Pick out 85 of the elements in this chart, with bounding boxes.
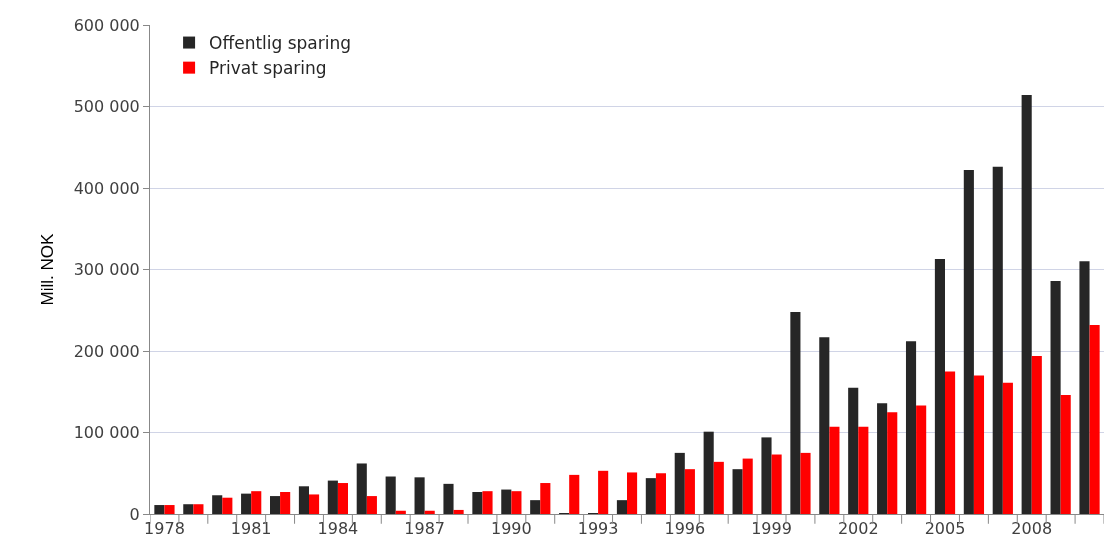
bar <box>1079 261 1090 514</box>
bar <box>1089 324 1100 514</box>
bar <box>366 496 377 514</box>
bar <box>309 494 320 514</box>
bar <box>616 500 627 514</box>
y-tick-label: 400 000 <box>73 178 140 198</box>
bar <box>674 452 685 514</box>
bar <box>905 341 917 514</box>
y-axis-title: Mill. NOK <box>38 232 58 306</box>
bar <box>280 492 291 514</box>
bar <box>356 463 367 514</box>
x-tick-label: 2005 <box>924 519 966 539</box>
bar <box>154 505 165 514</box>
bar <box>298 486 309 514</box>
x-tick-label: 1987 <box>404 519 445 539</box>
bar <box>742 458 753 514</box>
bar <box>395 510 406 514</box>
bar <box>916 405 927 514</box>
x-tick-label: 1984 <box>317 519 359 539</box>
bar <box>269 496 281 514</box>
bar <box>193 504 204 514</box>
y-tick-label: 0 <box>129 504 140 524</box>
bar <box>164 505 175 514</box>
bar <box>973 375 985 514</box>
bar <box>327 480 338 514</box>
bar <box>703 431 714 514</box>
legend-label: Privat sparing <box>209 58 327 79</box>
bar <box>337 483 349 514</box>
bar <box>848 387 859 514</box>
bar <box>934 258 945 514</box>
bar <box>1050 280 1061 514</box>
x-tick-label: 1981 <box>230 519 272 539</box>
bar <box>385 476 396 514</box>
x-tick-label: 1990 <box>491 519 532 539</box>
bar <box>1002 382 1013 514</box>
x-tick-label: 1999 <box>751 519 792 539</box>
bar <box>501 489 512 514</box>
bar <box>655 473 667 514</box>
bar <box>414 477 425 514</box>
x-tick-label: 2008 <box>1011 519 1053 539</box>
bar <box>241 493 252 514</box>
legend-label: Offentlig sparing <box>209 33 352 54</box>
bar <box>713 461 724 514</box>
bar <box>761 437 772 514</box>
x-tick-label: 1993 <box>577 519 619 539</box>
bar <box>963 170 974 514</box>
bar <box>732 469 743 514</box>
y-tick-label: 600 000 <box>73 15 140 35</box>
bar <box>645 478 656 514</box>
bar <box>472 492 483 514</box>
bar <box>829 426 840 514</box>
bar <box>858 426 869 514</box>
bar <box>453 509 464 514</box>
bar <box>790 311 801 514</box>
bar <box>569 474 580 514</box>
bar <box>800 452 811 514</box>
x-tick-label: 2002 <box>837 519 879 539</box>
y-tick-label: 200 000 <box>73 341 140 361</box>
bar <box>183 504 194 514</box>
bar <box>1060 395 1071 514</box>
bar <box>443 483 454 514</box>
bar <box>945 371 956 514</box>
bar <box>684 469 695 514</box>
bar <box>511 491 522 514</box>
y-tick-label: 100 000 <box>73 423 140 443</box>
bar <box>530 500 541 514</box>
y-tick-label: 500 000 <box>73 97 140 117</box>
x-tick-label: 1996 <box>664 519 706 539</box>
bar <box>1021 95 1032 514</box>
bar <box>482 491 493 514</box>
y-tick-label: 300 000 <box>73 260 140 280</box>
bar <box>771 454 782 514</box>
bar <box>598 470 609 514</box>
bar <box>819 337 830 514</box>
bar <box>627 472 638 514</box>
bar <box>251 491 262 514</box>
bar <box>540 483 551 514</box>
bar <box>877 403 888 514</box>
bar <box>212 495 223 514</box>
bar <box>887 412 898 514</box>
bar <box>222 497 233 514</box>
bar <box>424 510 435 514</box>
x-tick-label: 1978 <box>144 519 185 539</box>
bar <box>992 166 1003 514</box>
bar <box>1031 355 1042 514</box>
